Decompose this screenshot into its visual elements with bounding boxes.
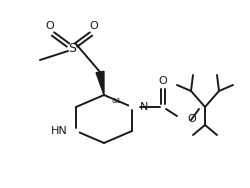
Text: S: S: [68, 42, 76, 55]
Text: O: O: [159, 76, 168, 86]
Text: HN: HN: [51, 126, 68, 136]
Text: O: O: [90, 21, 98, 31]
Text: N: N: [140, 102, 148, 112]
Text: O: O: [46, 21, 54, 31]
Text: &1: &1: [111, 98, 121, 104]
Text: O: O: [187, 114, 196, 124]
Polygon shape: [96, 71, 104, 95]
